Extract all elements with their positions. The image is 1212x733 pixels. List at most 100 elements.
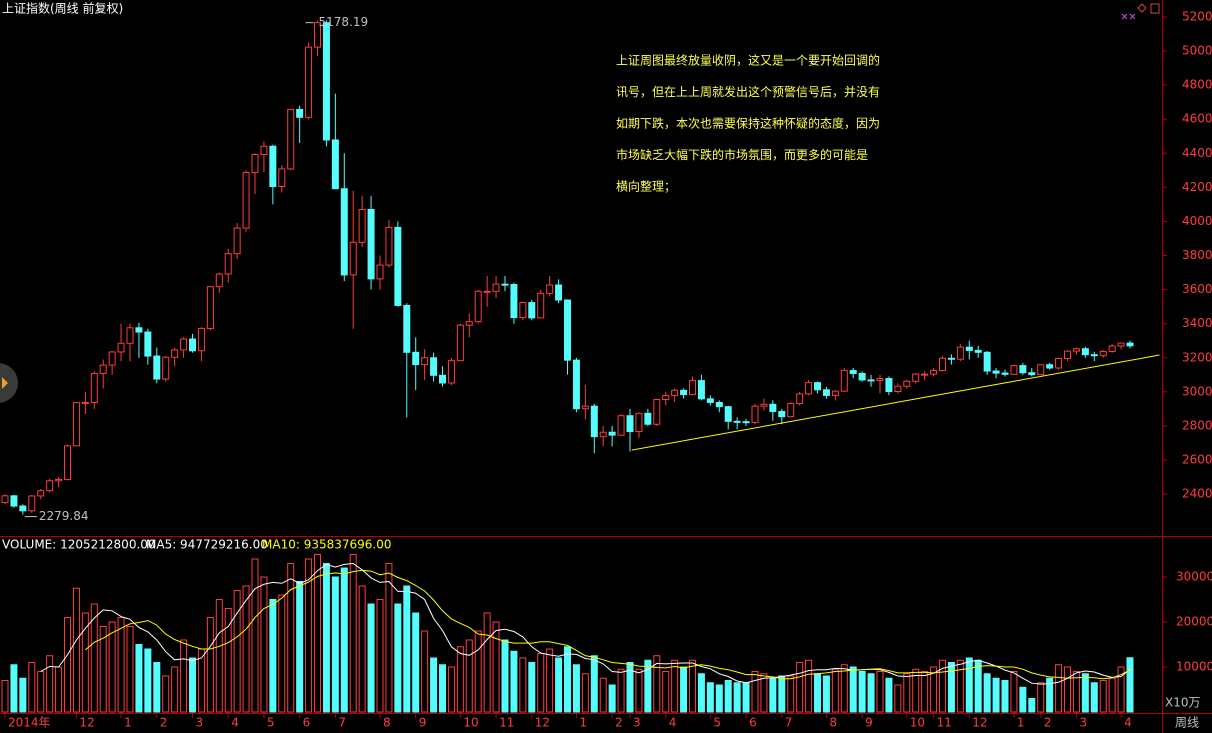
candle-body — [55, 478, 63, 482]
candle-body — [349, 241, 357, 276]
candle-body — [367, 209, 375, 280]
candle-body — [849, 370, 857, 374]
volume-bar — [483, 612, 491, 713]
volume-bar — [1099, 680, 1107, 713]
candle-body — [956, 346, 964, 360]
x-tick-label: 4 — [669, 716, 677, 730]
candle-body — [537, 292, 545, 319]
volume-bar — [1081, 673, 1089, 713]
volume-bar — [697, 673, 705, 713]
candle-body — [501, 283, 509, 286]
x-tick-label: 8 — [829, 716, 837, 730]
volume-bar — [287, 563, 295, 713]
candle-body — [590, 405, 598, 438]
annotation-line: 讯号，但在上上周就发出这个预警信号后，并没有 — [616, 84, 880, 99]
side-button-bg[interactable] — [0, 363, 18, 403]
candle-body — [1055, 357, 1063, 369]
candle-body — [814, 382, 821, 391]
candle-body — [81, 401, 89, 404]
volume-bar — [974, 659, 982, 713]
y-tick-label: 4000 — [1182, 214, 1212, 228]
volume-bar — [617, 668, 625, 713]
candle-body — [644, 412, 652, 425]
x-tick-label: 9 — [865, 716, 873, 730]
marker-icon — [1121, 13, 1136, 20]
candle-body — [1001, 372, 1009, 375]
y-tick-label: 3800 — [1182, 248, 1212, 262]
candle-body — [215, 273, 223, 288]
candle-body — [224, 253, 232, 275]
volume-bar — [644, 659, 652, 713]
candle-body — [171, 349, 179, 358]
x-tick-label: 7 — [338, 716, 346, 730]
candle-body — [662, 394, 670, 401]
volume-bar — [537, 653, 545, 713]
volume-bar — [599, 677, 607, 713]
candle-body — [840, 370, 848, 392]
candle-body — [867, 379, 875, 382]
diamond-icon[interactable] — [1137, 3, 1147, 13]
candle-body — [153, 355, 161, 380]
volume-bar — [751, 671, 759, 713]
candle-body — [885, 378, 893, 393]
y-tick-label: 3600 — [1182, 282, 1212, 296]
volume-bar — [189, 657, 196, 713]
square-icon[interactable] — [1150, 3, 1160, 14]
candle-body — [269, 145, 277, 187]
candle-body — [430, 357, 438, 376]
side-button[interactable] — [0, 363, 18, 403]
volume-bar — [117, 617, 125, 713]
high-label: 5178.19 — [319, 15, 369, 29]
volume-bar — [180, 639, 188, 713]
volume-bar — [769, 677, 777, 713]
candle-body — [760, 403, 768, 407]
candle-body — [1090, 354, 1098, 357]
annotation-line: 如期下跌，本次也需要保持这种怀疑的态度，因为 — [616, 116, 880, 131]
candle-body — [242, 172, 250, 229]
candle-body — [697, 380, 705, 400]
candle-body — [983, 351, 991, 372]
volume-bar — [840, 664, 848, 713]
volume-bar — [608, 684, 616, 713]
volume-bar — [858, 671, 866, 713]
x-tick-label: 1 — [124, 716, 132, 730]
volume-bar — [233, 590, 241, 713]
side-button-arrow[interactable] — [2, 377, 8, 389]
volume-bar — [1037, 682, 1045, 713]
volume-bar — [412, 612, 420, 713]
y-tick-label: 4200 — [1182, 180, 1212, 194]
volume-bar — [564, 646, 571, 713]
volume-bar — [72, 587, 80, 713]
y-tick-label: 2600 — [1182, 453, 1212, 467]
volume-bar — [805, 659, 813, 713]
candle-body — [903, 380, 911, 387]
volume-bar — [305, 558, 313, 713]
candle-body — [376, 264, 384, 280]
window-icons — [1121, 3, 1160, 20]
volume-bar — [492, 621, 500, 713]
x-tick-label: 3 — [633, 716, 641, 730]
volume-bar — [1055, 664, 1063, 713]
volume-bar — [590, 655, 598, 713]
candle-body — [287, 108, 295, 170]
candle-body — [28, 495, 36, 512]
volume-bar — [447, 666, 455, 713]
volume-bar — [394, 603, 402, 713]
candle-body — [680, 389, 688, 396]
candle-body — [46, 480, 54, 492]
volume-bar — [296, 581, 304, 713]
candle-body — [564, 299, 571, 361]
y-tick-label: 3200 — [1182, 350, 1212, 364]
candle-body — [197, 327, 205, 352]
volume-bar — [162, 675, 170, 713]
volume-bar — [1001, 680, 1009, 713]
candle-body — [180, 338, 188, 351]
candle-body — [599, 431, 607, 438]
volume-bar — [519, 657, 527, 713]
volume-unit: X10万 — [1165, 696, 1201, 710]
candle-body — [974, 349, 982, 353]
candle-body — [117, 342, 125, 353]
candle-body — [519, 302, 527, 319]
volume-bar — [787, 675, 795, 713]
